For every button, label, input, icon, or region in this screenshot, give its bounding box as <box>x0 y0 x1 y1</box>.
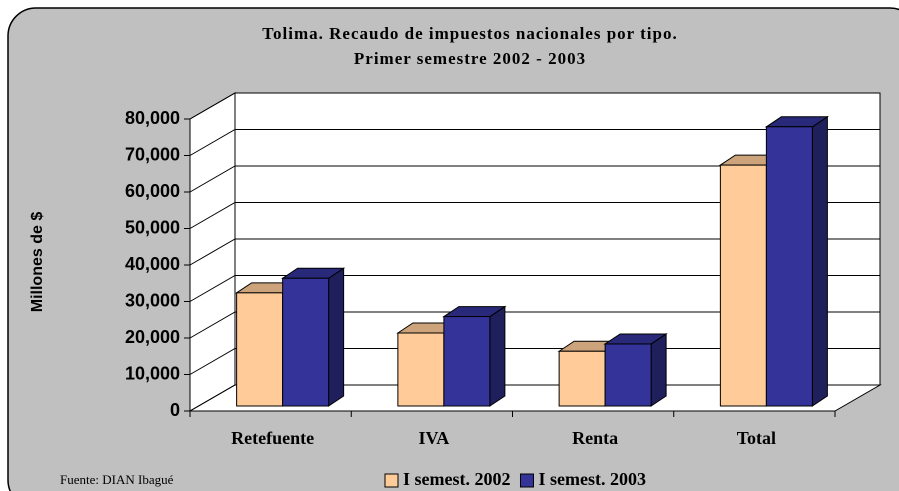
y-tick-label: 30,000 <box>125 290 180 310</box>
y-axis-title: Millones de $ <box>29 212 46 313</box>
grid-line <box>189 311 880 339</box>
chart-title: Tolima. Recaudo de impuestos nacionales … <box>262 24 678 43</box>
x-tick-label: IVA <box>419 428 450 448</box>
grid-line <box>189 129 880 156</box>
bar <box>236 292 284 407</box>
bar <box>719 164 767 407</box>
legend-label: I semest. 2003 <box>538 469 645 489</box>
grid-line <box>189 238 880 266</box>
bar-side <box>811 115 828 407</box>
y-tick-label: 50,000 <box>125 217 180 237</box>
bar-side <box>650 333 667 407</box>
bar <box>397 332 445 407</box>
y-tick-label: 40,000 <box>125 254 180 274</box>
legend-label: I semest. 2002 <box>403 469 510 489</box>
bar <box>282 277 330 407</box>
legend-swatch <box>384 473 399 488</box>
bar <box>443 316 491 407</box>
x-tick-label: Total <box>737 428 776 448</box>
grid-line <box>189 165 880 193</box>
y-tick-label: 80,000 <box>125 108 180 128</box>
x-tick-label: Retefuente <box>231 428 314 448</box>
source-note: Fuente: DIAN Ibagué <box>60 472 174 487</box>
legend-swatch <box>519 473 534 488</box>
grid-line <box>189 92 880 120</box>
bar <box>604 343 652 407</box>
y-tick-label: 70,000 <box>125 144 180 164</box>
grid-line <box>189 202 880 229</box>
bar-side <box>489 305 506 407</box>
grid-line <box>189 275 880 302</box>
bar-side <box>328 267 345 407</box>
x-tick-label: Renta <box>572 428 618 448</box>
y-tick-label: 20,000 <box>125 327 180 347</box>
y-tick-label: 60,000 <box>125 181 180 201</box>
bar <box>765 126 813 407</box>
y-tick-label: 10,000 <box>125 363 180 383</box>
chart-subtitle: Primer semestre 2002 - 2003 <box>354 49 586 68</box>
bar <box>558 350 606 407</box>
y-tick-label: 0 <box>170 400 180 420</box>
